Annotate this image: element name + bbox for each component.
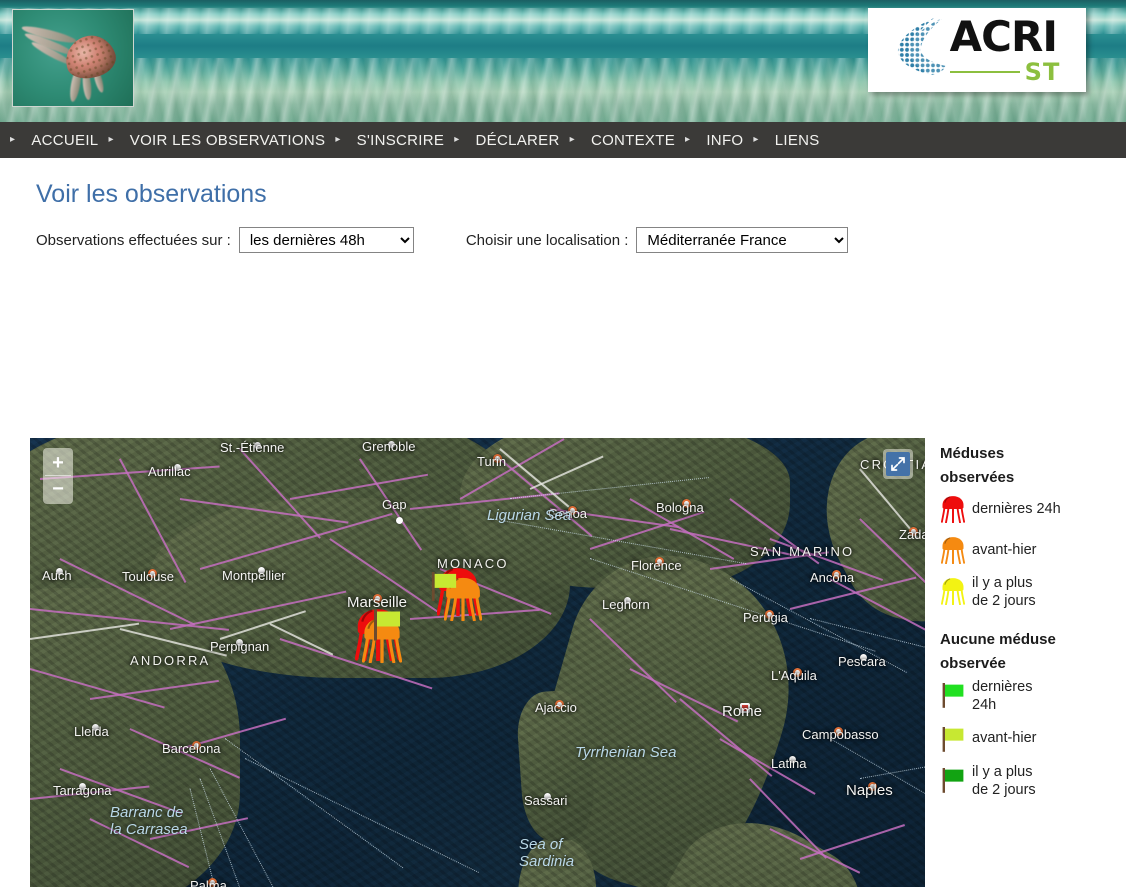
nav-bullet-icon: ▸ bbox=[108, 134, 114, 145]
legend-jellyfish-observed-title: Méduses observées bbox=[940, 445, 1015, 486]
city-marker bbox=[493, 454, 502, 463]
period-select[interactable]: les dernières 24hles dernières 48hles 7 … bbox=[238, 227, 414, 253]
page-title: Voir les observations bbox=[36, 180, 267, 208]
legend-row: il y a plus de 2 jours bbox=[940, 574, 1116, 610]
city-marker bbox=[388, 441, 395, 448]
jellyfish-icon bbox=[940, 492, 966, 526]
nav-bullet-icon: ▸ bbox=[569, 134, 575, 145]
fullscreen-button[interactable] bbox=[883, 449, 913, 479]
legend-row: il y a plus de 2 jours bbox=[940, 763, 1116, 799]
flag-icon bbox=[940, 763, 966, 797]
legend-label: avant-hier bbox=[972, 730, 1037, 747]
nav-contexte[interactable]: ▸ CONTEXTE bbox=[566, 132, 681, 149]
acri-swoosh-icon bbox=[894, 16, 946, 76]
logo-rule bbox=[949, 71, 1020, 73]
city-marker bbox=[79, 783, 86, 790]
nav-declarer-label: DÉCLARER bbox=[475, 131, 560, 149]
nav-voir-les-observations[interactable]: ▸ VOIR LES OBSERVATIONS bbox=[104, 132, 331, 149]
legend-jellyfish-observed: Méduses observées dernières 24h avant-hier i… bbox=[940, 442, 1116, 610]
nav-declarer[interactable]: ▸ DÉCLARER bbox=[450, 132, 565, 149]
nav-accueil-label: ACCUEIL bbox=[31, 131, 99, 149]
legend-no-jellyfish-title: Aucune méduse observée bbox=[940, 631, 1056, 673]
no-jellyfish-flag-marker[interactable] bbox=[430, 570, 458, 607]
page-content: Voir les observations Observations effec… bbox=[0, 180, 1126, 887]
nav-info[interactable]: ▸ INFO bbox=[681, 132, 749, 149]
city-marker bbox=[568, 506, 577, 515]
jellyfish-photo bbox=[12, 9, 134, 107]
city-marker bbox=[909, 527, 918, 536]
location-label: Choisir une localisation : bbox=[465, 231, 629, 249]
city-marker bbox=[236, 639, 243, 646]
city-marker bbox=[148, 569, 157, 578]
legend-label: il y a plus de 2 jours bbox=[972, 575, 1036, 610]
legend-label: avant-hier bbox=[972, 541, 1037, 558]
city-marker bbox=[740, 703, 750, 713]
location-select[interactable]: Méditerranée FranceMéditerranéeAtlantiqu… bbox=[636, 227, 849, 253]
city-marker bbox=[174, 464, 181, 471]
nav-accueil[interactable]: ▸ ACCUEIL bbox=[6, 132, 104, 149]
expand-arrows-icon bbox=[886, 452, 910, 476]
nav-bullet-icon: ▸ bbox=[753, 134, 759, 145]
nav-liens-label: LIENS bbox=[774, 131, 820, 149]
city-marker bbox=[765, 610, 774, 619]
acri-st-logo[interactable]: ACRI ST bbox=[868, 8, 1086, 92]
main-navigation: ▸ ACCUEIL ▸ VOIR LES OBSERVATIONS ▸ S'INSCRIR… bbox=[0, 122, 1126, 158]
city-marker bbox=[834, 727, 843, 736]
legend-row: dernières 24h bbox=[940, 678, 1116, 714]
city-marker bbox=[544, 793, 551, 800]
nav-sinscrire[interactable]: ▸ S'INSCRIRE bbox=[331, 132, 450, 149]
legend-label: dernières 24h bbox=[972, 500, 1061, 517]
jellyfish-icon bbox=[940, 533, 966, 567]
city-marker bbox=[208, 878, 217, 887]
legend-label: dernières 24h bbox=[972, 679, 1033, 714]
city-marker bbox=[373, 594, 382, 603]
nav-liens[interactable]: ▸ LIENS bbox=[749, 132, 825, 149]
city-marker bbox=[832, 570, 841, 579]
jellyfish-icon bbox=[940, 574, 966, 608]
city-marker bbox=[555, 700, 564, 709]
nav-contexte-label: CONTEXTE bbox=[590, 131, 676, 149]
nav-bullet-icon: ▸ bbox=[335, 134, 341, 145]
site-banner: ACRI ST bbox=[0, 0, 1126, 122]
period-label: Observations effectuées sur : bbox=[36, 231, 231, 249]
city-marker bbox=[624, 597, 631, 604]
flag-icon bbox=[940, 722, 966, 756]
no-jellyfish-flag-marker[interactable] bbox=[372, 607, 402, 647]
map-legend: Méduses observées dernières 24h avant-hier i… bbox=[940, 442, 1116, 817]
map-zoom-controls[interactable]: + − bbox=[43, 448, 73, 504]
city-marker bbox=[789, 756, 796, 763]
filter-controls: Observations effectuées sur : les derniè… bbox=[36, 227, 1126, 253]
legend-row: dernières 24h bbox=[940, 492, 1116, 526]
zoom-out-button[interactable]: − bbox=[52, 478, 64, 500]
flag-icon bbox=[940, 678, 966, 712]
nav-voir-les-observations-label: VOIR LES OBSERVATIONS bbox=[129, 131, 326, 149]
logo-acri-text: ACRI bbox=[949, 12, 1058, 61]
legend-label: il y a plus de 2 jours bbox=[972, 763, 1036, 798]
observation-map[interactable]: St.-Étienne Grenoble Turin Aurillac Gap Genoa… bbox=[30, 438, 925, 887]
legend-row: avant-hier bbox=[940, 722, 1116, 756]
city-marker bbox=[868, 782, 877, 791]
nav-sinscrire-label: S'INSCRIRE bbox=[356, 131, 445, 149]
city-marker bbox=[258, 567, 265, 574]
nav-info-label: INFO bbox=[706, 131, 744, 149]
legend-no-jellyfish: Aucune méduse observée dernières 24h avant-h… bbox=[940, 628, 1116, 799]
city-marker bbox=[655, 557, 664, 566]
logo-st-text: ST bbox=[1024, 58, 1061, 86]
nav-bullet-icon: ▸ bbox=[685, 134, 691, 145]
nav-bullet-icon: ▸ bbox=[454, 134, 460, 145]
legend-row: avant-hier bbox=[940, 533, 1116, 567]
landmass-spain bbox=[30, 588, 240, 887]
city-marker bbox=[396, 517, 403, 524]
city-marker bbox=[682, 499, 691, 508]
city-marker bbox=[92, 724, 99, 731]
zoom-in-button[interactable]: + bbox=[45, 450, 71, 476]
city-marker bbox=[192, 741, 201, 750]
city-marker bbox=[793, 668, 802, 677]
nav-bullet-icon: ▸ bbox=[10, 134, 16, 145]
city-marker bbox=[56, 568, 63, 575]
city-marker bbox=[254, 442, 261, 449]
city-marker bbox=[860, 654, 867, 661]
